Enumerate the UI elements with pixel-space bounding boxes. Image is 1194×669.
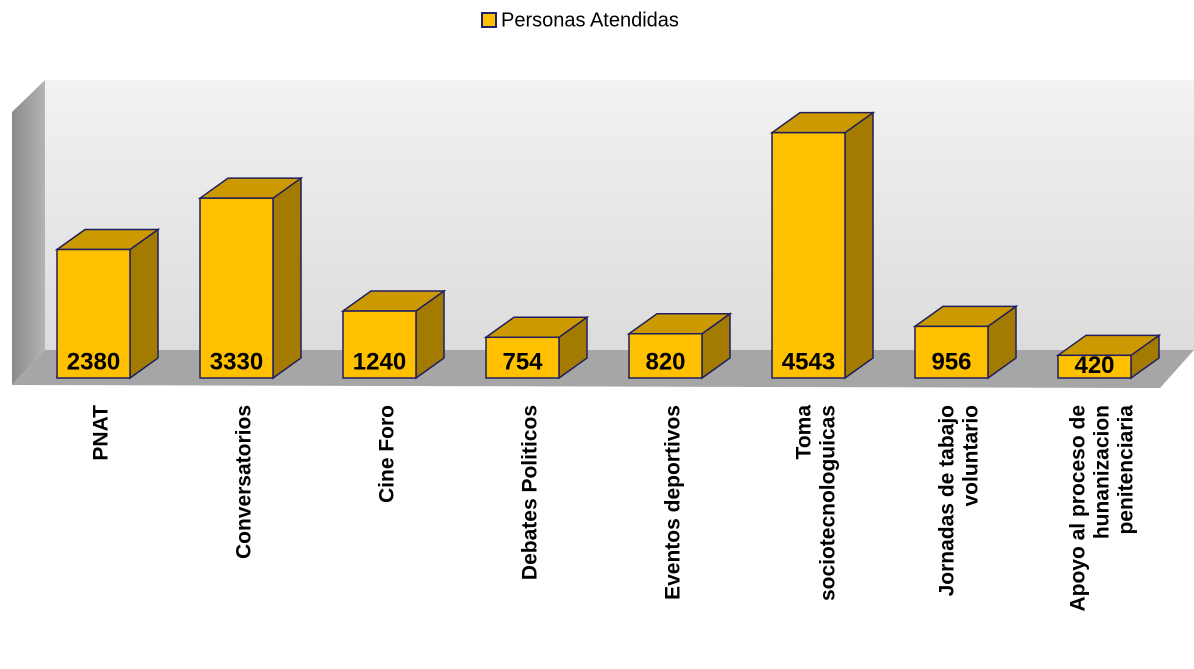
value-label: 820 bbox=[645, 348, 685, 375]
x-tick-label: Eventos deportivos bbox=[662, 405, 685, 600]
bar bbox=[628, 332, 703, 379]
x-tick-label: Toma sociotecnologuicas bbox=[793, 405, 840, 607]
bar bbox=[199, 197, 274, 379]
bar-side bbox=[844, 111, 874, 380]
bar bbox=[914, 325, 989, 379]
back-wall bbox=[45, 80, 1194, 350]
bar bbox=[342, 310, 417, 379]
x-tick-label: Cine Foro bbox=[376, 405, 399, 503]
legend-swatch bbox=[481, 12, 497, 28]
value-label: 3330 bbox=[210, 348, 263, 375]
bar bbox=[56, 248, 131, 379]
value-label: 2380 bbox=[67, 348, 120, 375]
side-wall bbox=[12, 80, 45, 385]
bar bbox=[485, 336, 560, 379]
value-label: 4543 bbox=[782, 348, 835, 375]
bar-side bbox=[129, 228, 159, 380]
value-label: 1240 bbox=[353, 348, 406, 375]
x-tick-label: Conversatorios bbox=[233, 405, 256, 559]
value-label: 420 bbox=[1074, 352, 1114, 379]
bar bbox=[771, 131, 846, 379]
bar-side bbox=[272, 176, 302, 380]
x-tick-label: Apoyo al proceso de hunanizacion peniten… bbox=[1067, 405, 1138, 612]
value-label: 754 bbox=[502, 348, 543, 375]
x-tick-label: Debates Politicos bbox=[519, 405, 542, 580]
bar bbox=[1057, 354, 1132, 379]
x-tick-label: Jornadas de tabajo voluntario bbox=[936, 405, 983, 596]
legend: Personas Atendidas bbox=[481, 9, 679, 31]
floor bbox=[12, 350, 1194, 388]
value-label: 956 bbox=[931, 348, 971, 375]
legend-label: Personas Atendidas bbox=[501, 9, 679, 31]
x-tick-label: PNAT bbox=[90, 405, 113, 461]
